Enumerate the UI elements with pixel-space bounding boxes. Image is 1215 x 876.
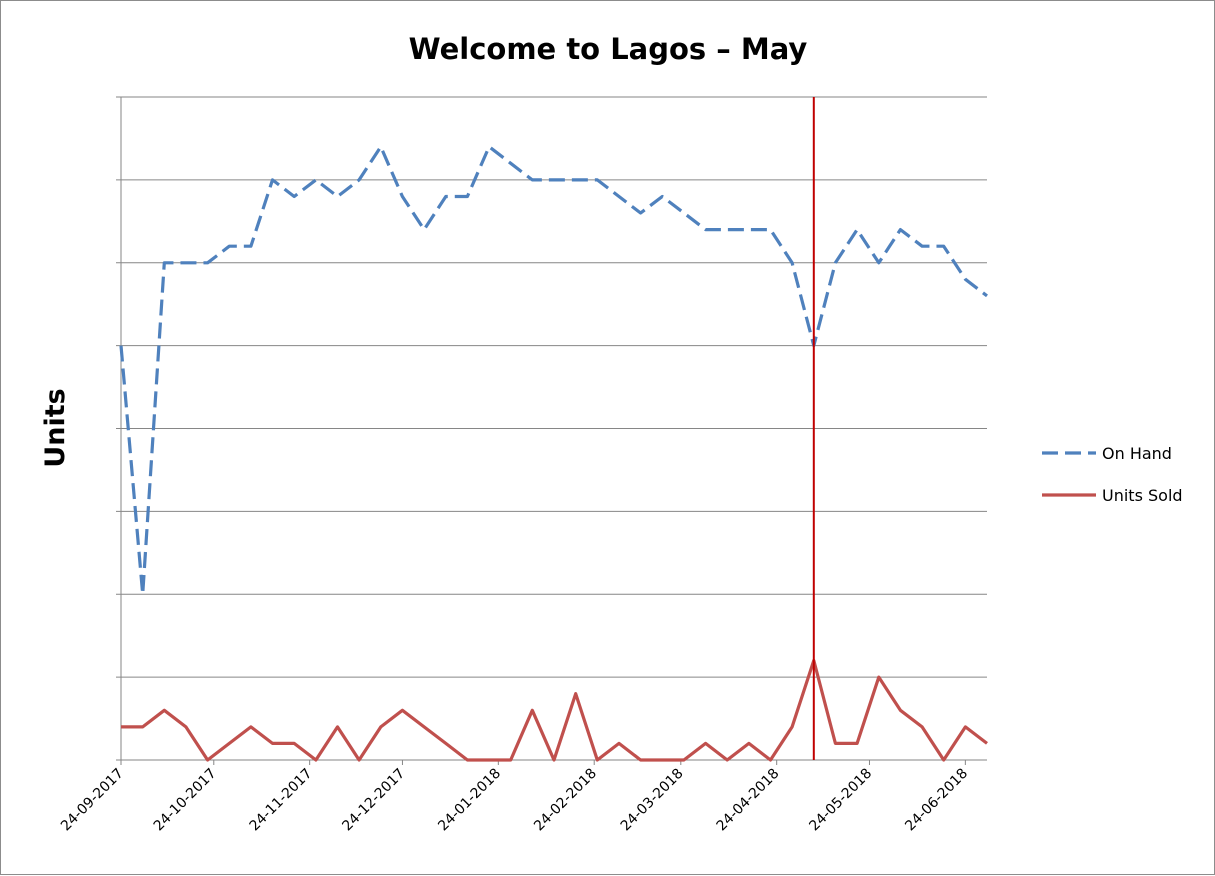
- x-tick-label: 24-12-2017: [339, 766, 408, 835]
- axes: [116, 96, 987, 765]
- legend-label: Units Sold: [1102, 486, 1183, 505]
- x-tick-label: 24-05-2018: [806, 766, 875, 835]
- x-tick-label: 24-06-2018: [902, 766, 971, 835]
- series-line-units-sold: [121, 658, 988, 762]
- x-tick-label: 24-10-2017: [151, 766, 220, 835]
- x-tick-labels: 24-09-2017 24-10-2017 24-11-2017 24-12-2017…: [58, 766, 971, 835]
- gridlines: [121, 96, 987, 678]
- x-tick-label: 24-01-2018: [435, 766, 504, 835]
- legend: On Hand Units Sold: [1042, 444, 1183, 505]
- series-line-on-hand: [119, 145, 988, 596]
- series-lines: [119, 145, 988, 762]
- x-tick-label: 24-09-2017: [58, 766, 127, 835]
- chart-title: Welcome to Lagos – May: [409, 32, 808, 66]
- legend-label: On Hand: [1102, 444, 1172, 463]
- x-tick-label: 24-04-2018: [714, 766, 783, 835]
- x-tick-label: 24-11-2017: [247, 766, 316, 835]
- x-tick-label: 24-02-2018: [531, 766, 600, 835]
- x-tick-label: 24-03-2018: [618, 766, 687, 835]
- y-axis-label: Units: [40, 388, 71, 467]
